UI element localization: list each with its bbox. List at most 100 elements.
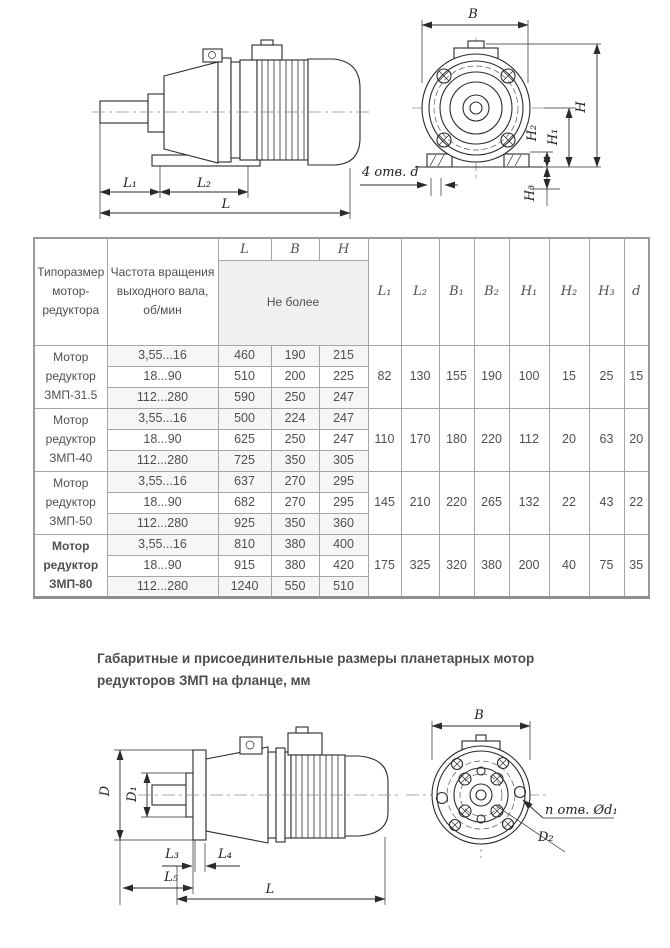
- l-cell: 460: [217, 344, 272, 367]
- b-cell: 200: [270, 365, 320, 388]
- freq-cell: 112...280: [106, 575, 219, 598]
- motor-cap: [344, 755, 389, 837]
- cooling-fins: [295, 755, 339, 838]
- header-overall-dim: H: [318, 237, 369, 261]
- shared-dim-cell: 380: [473, 533, 510, 598]
- freq-cell: 3,55...16: [106, 344, 219, 367]
- table-row: Мотор редуктор ЗМП-80 3,55...16 810 380 400 1…: [33, 533, 650, 598]
- b-cell: 550: [270, 575, 320, 598]
- table-row: 18...90 625 250 247: [34, 428, 649, 451]
- table-row: 18...90 510 200 225: [34, 365, 649, 388]
- h-cell: 305: [318, 449, 369, 472]
- lifting-eye: [202, 48, 223, 63]
- h-cell: 400: [318, 533, 369, 556]
- freq-cell: 18...90: [106, 554, 219, 577]
- h-cell: 295: [318, 491, 369, 514]
- shared-dim-cell: 15: [623, 344, 650, 409]
- group-name-cell: Мотор редуктор ЗМП-50: [33, 470, 108, 535]
- shared-dim-cell: 112: [508, 407, 550, 472]
- dim-label-l3: L₃: [164, 847, 179, 862]
- dim-label-l4: L₄: [217, 847, 232, 862]
- l-cell: 915: [217, 554, 272, 577]
- freq-cell: 112...280: [106, 449, 219, 472]
- motor-flange-outline: [421, 53, 531, 163]
- l-cell: 510: [217, 365, 272, 388]
- motor-body: [256, 59, 309, 161]
- shared-dim-cell: 210: [400, 470, 440, 535]
- header-dim: H₂: [548, 237, 590, 346]
- header-dim: H₁: [508, 237, 550, 346]
- dim-label-h1: H₁: [546, 129, 561, 147]
- flange-bolts: [436, 68, 516, 148]
- b-cell: 224: [270, 407, 320, 430]
- freq-cell: 18...90: [106, 491, 219, 514]
- shared-dim-cell: 132: [508, 470, 550, 535]
- holes-label: 4 отв. d: [361, 165, 419, 180]
- dim-label-l5: L₅: [163, 870, 179, 885]
- shared-dim-cell: 35: [623, 533, 650, 598]
- dim-label-d: D: [98, 785, 113, 797]
- dim-label-l1: L₁: [122, 176, 137, 191]
- l-cell: 1240: [217, 575, 272, 598]
- shared-dim-cell: 82: [367, 344, 402, 409]
- header-dim: H₃: [588, 237, 625, 346]
- l-cell: 725: [217, 449, 272, 472]
- front-view-flange: B n отв. Ød₁ D₂: [406, 708, 618, 858]
- shared-dim-cell: 43: [588, 470, 625, 535]
- shared-dim-cell: 25: [588, 344, 625, 409]
- shared-dim-cell: 170: [400, 407, 440, 472]
- dim-label-h2: H₂: [525, 125, 540, 143]
- table-row: 112...280 925 350 360: [34, 512, 649, 535]
- motor-body: [290, 754, 346, 839]
- dim-label-l2: L₂: [196, 176, 211, 191]
- l-cell: 925: [217, 512, 272, 535]
- header-dim: d: [623, 237, 650, 346]
- shared-dim-cell: 180: [438, 407, 475, 472]
- header-overall-dim: B: [270, 237, 320, 261]
- shared-dim-cell: 20: [548, 407, 590, 472]
- table-header-row2: Не более: [34, 259, 649, 346]
- h-cell: 360: [318, 512, 369, 535]
- shared-dim-cell: 22: [623, 470, 650, 535]
- group-name-cell: Мотор редуктор ЗМП-31.5: [33, 344, 108, 409]
- reducer-housing: [163, 61, 219, 164]
- shared-dim-cell: 130: [400, 344, 440, 409]
- dim-label-h3: H₃: [523, 185, 538, 203]
- dim-label-d2: D₂: [537, 830, 554, 845]
- shared-dim-cell: 40: [548, 533, 590, 598]
- cooling-fins: [261, 60, 305, 160]
- front-view: B H H₁ H₂ H₃: [412, 7, 601, 206]
- freq-cell: 3,55...16: [106, 533, 219, 556]
- shared-dim-cell: 320: [438, 533, 475, 598]
- holes-label: n отв. Ød₁: [545, 803, 618, 818]
- dim-label-b: B: [467, 7, 478, 22]
- header-dim: L₁: [367, 237, 402, 346]
- flange-holes: [435, 756, 527, 832]
- table-row: Мотор редуктор ЗМП-50 3,55...16 637 270 295 1…: [33, 470, 650, 535]
- l-cell: 500: [217, 407, 272, 430]
- h-cell: 225: [318, 365, 369, 388]
- dim-label-l: L: [221, 197, 231, 212]
- h-cell: 510: [318, 575, 369, 598]
- header-frequency: Частота вращения выходного вала, об/мин: [106, 237, 219, 346]
- l-cell: 637: [217, 470, 272, 493]
- terminal-box: [287, 732, 323, 756]
- shared-dim-cell: 200: [508, 533, 550, 598]
- dim-label-d1: D₁: [125, 786, 140, 803]
- shared-dim-cell: 22: [548, 470, 590, 535]
- shared-dim-cell: 15: [548, 344, 590, 409]
- dim-label-b: B: [473, 708, 484, 723]
- header-overall-dim: L: [217, 237, 272, 261]
- b-cell: 270: [270, 470, 320, 493]
- table-row: Мотор редуктор ЗМП-40 3,55...16 500 224 247 1…: [33, 407, 650, 472]
- table-row: 18...90 682 270 295: [34, 491, 649, 514]
- header-not-more: Не более: [217, 259, 369, 346]
- shared-dim-cell: 190: [473, 344, 510, 409]
- shared-dim-cell: 63: [588, 407, 625, 472]
- side-view-flange: D D₁ L₃ L₄ L₅ L: [98, 726, 400, 905]
- h-cell: 215: [318, 344, 369, 367]
- freq-cell: 18...90: [106, 365, 219, 388]
- freq-cell: 3,55...16: [106, 407, 219, 430]
- table-row: 112...280 590 250 247: [34, 386, 649, 409]
